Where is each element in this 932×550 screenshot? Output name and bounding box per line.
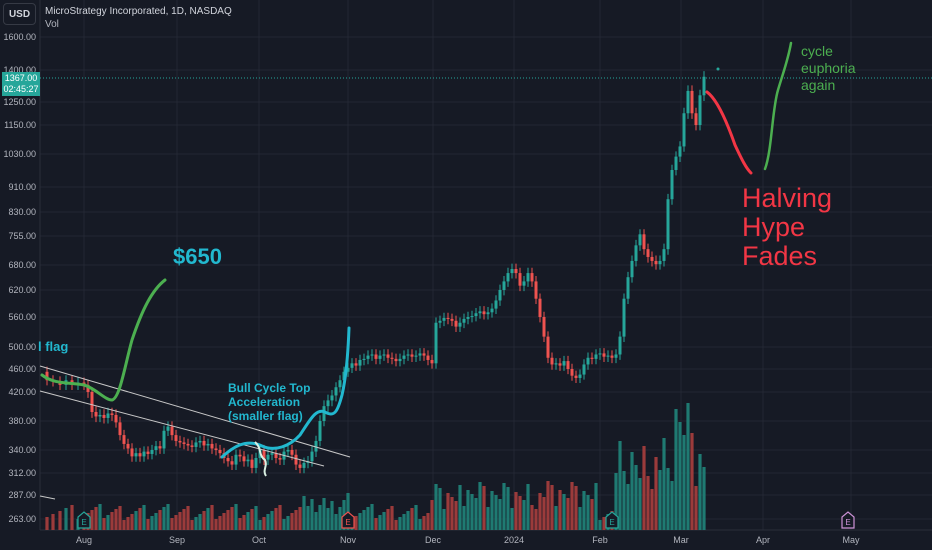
projection-path-cyan xyxy=(220,326,351,459)
price-axis-label: 460.00 xyxy=(8,364,36,374)
trendlines xyxy=(39,365,351,500)
earnings-marker-icon[interactable]: E xyxy=(341,511,355,529)
bar-countdown: 02:45:27 xyxy=(3,84,39,94)
price-axis-label: 755.00 xyxy=(8,231,36,241)
price-axis-label: 830.00 xyxy=(8,207,36,217)
price-axis-label: 340.00 xyxy=(8,445,36,455)
price-axis-label: 263.00 xyxy=(8,514,36,524)
earnings-marker-icon[interactable]: E xyxy=(841,511,855,529)
annotation-bull-cycle: Bull Cycle Top Acceleration (smaller fla… xyxy=(228,381,311,423)
time-axis-label: May xyxy=(842,535,860,545)
annotation-halving: Halving Hype Fades xyxy=(742,183,833,271)
price-axis-label: 287.00 xyxy=(8,490,36,500)
candlesticks xyxy=(45,71,706,474)
current-price-tag: 1367.00 02:45:27 xyxy=(2,72,40,96)
svg-text:E: E xyxy=(845,518,850,527)
time-axis-label: Aug xyxy=(75,535,93,545)
time-axis-label: Mar xyxy=(673,535,689,545)
price-axis-label: 1150.00 xyxy=(4,120,36,130)
projection-path-red xyxy=(705,90,753,175)
time-axis-label: Dec xyxy=(424,535,442,545)
price-axis-label: 680.00 xyxy=(8,260,36,270)
earnings-marker-icon[interactable]: E xyxy=(605,511,619,529)
price-axis-label: 1600.00 xyxy=(3,32,36,42)
currency-button[interactable]: USD xyxy=(3,3,36,25)
time-axis-label: Apr xyxy=(755,535,771,545)
volume-bars xyxy=(45,403,706,530)
volume-indicator-label[interactable]: Vol xyxy=(45,19,59,30)
price-axis-label: 1250.00 xyxy=(3,97,36,107)
grid xyxy=(40,0,932,530)
earnings-marker-icon[interactable]: E xyxy=(77,511,91,529)
price-axis-label: 312.00 xyxy=(8,468,36,478)
annotation-euphoria: cycle euphoria again xyxy=(801,43,856,93)
svg-text:E: E xyxy=(81,518,86,527)
price-axis-label: 910.00 xyxy=(8,182,36,192)
time-axis-label: Nov xyxy=(339,535,357,545)
price-axis-label: 560.00 xyxy=(8,312,36,322)
time-axis-label: Oct xyxy=(251,535,267,545)
annotation-target: $650 xyxy=(173,244,222,269)
highlight-scribble xyxy=(254,441,267,477)
projection-path-green xyxy=(40,278,167,402)
current-price: 1367.00 xyxy=(4,73,38,83)
svg-text:E: E xyxy=(609,518,614,527)
time-axis-label: Feb xyxy=(592,535,608,545)
projection-path-euphoria xyxy=(763,41,793,171)
time-axis-label: 2024 xyxy=(503,535,525,545)
chart-title: MicroStrategy Incorporated, 1D, NASDAQ xyxy=(45,6,232,17)
price-axis-label: 620.00 xyxy=(8,285,36,295)
price-axis-label: 1030.00 xyxy=(3,149,36,159)
annotation-flag: l flag xyxy=(38,339,69,354)
price-axis-label: 500.00 xyxy=(8,342,36,352)
svg-text:E: E xyxy=(345,518,350,527)
price-axis-label: 380.00 xyxy=(8,416,36,426)
price-axis-label: 420.00 xyxy=(8,387,36,397)
time-axis-label: Sep xyxy=(168,535,186,545)
price-axis-label: 1400.00 xyxy=(3,65,36,75)
